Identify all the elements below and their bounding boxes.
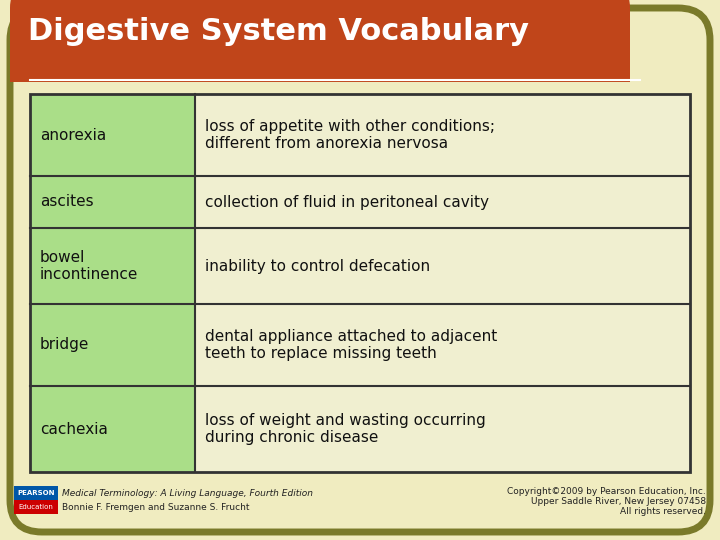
Bar xyxy=(30,94,195,176)
Bar xyxy=(14,500,58,514)
Bar xyxy=(195,94,690,176)
Bar xyxy=(195,304,690,386)
Text: inability to control defecation: inability to control defecation xyxy=(205,259,430,273)
Bar xyxy=(30,386,195,472)
Bar xyxy=(30,94,690,472)
Text: cachexia: cachexia xyxy=(40,422,108,436)
Text: dental appliance attached to adjacent
teeth to replace missing teeth: dental appliance attached to adjacent te… xyxy=(205,329,498,361)
Text: Digestive System Vocabulary: Digestive System Vocabulary xyxy=(28,17,529,46)
Text: collection of fluid in peritoneal cavity: collection of fluid in peritoneal cavity xyxy=(205,194,489,210)
Text: PEARSON: PEARSON xyxy=(17,490,55,496)
Bar xyxy=(195,386,690,472)
Text: loss of appetite with other conditions;
different from anorexia nervosa: loss of appetite with other conditions; … xyxy=(205,119,495,151)
Text: Bonnie F. Fremgen and Suzanne S. Frucht: Bonnie F. Fremgen and Suzanne S. Frucht xyxy=(62,503,250,512)
Bar xyxy=(30,176,195,228)
Text: Education: Education xyxy=(19,504,53,510)
FancyBboxPatch shape xyxy=(10,8,710,532)
Bar xyxy=(195,176,690,228)
Text: All rights reserved.: All rights reserved. xyxy=(620,508,706,516)
Text: loss of weight and wasting occurring
during chronic disease: loss of weight and wasting occurring dur… xyxy=(205,413,486,445)
Bar xyxy=(14,486,58,500)
Bar xyxy=(195,228,690,304)
FancyBboxPatch shape xyxy=(10,0,630,82)
Bar xyxy=(30,304,195,386)
Text: anorexia: anorexia xyxy=(40,127,107,143)
Text: bowel
incontinence: bowel incontinence xyxy=(40,250,138,282)
Text: Upper Saddle River, New Jersey 07458: Upper Saddle River, New Jersey 07458 xyxy=(531,497,706,507)
Text: Copyright©2009 by Pearson Education, Inc.: Copyright©2009 by Pearson Education, Inc… xyxy=(508,488,706,496)
Bar xyxy=(30,228,195,304)
Text: ascites: ascites xyxy=(40,194,94,210)
Bar xyxy=(10,52,630,82)
Text: Medical Terminology: A Living Language, Fourth Edition: Medical Terminology: A Living Language, … xyxy=(62,489,313,498)
Text: bridge: bridge xyxy=(40,338,89,353)
